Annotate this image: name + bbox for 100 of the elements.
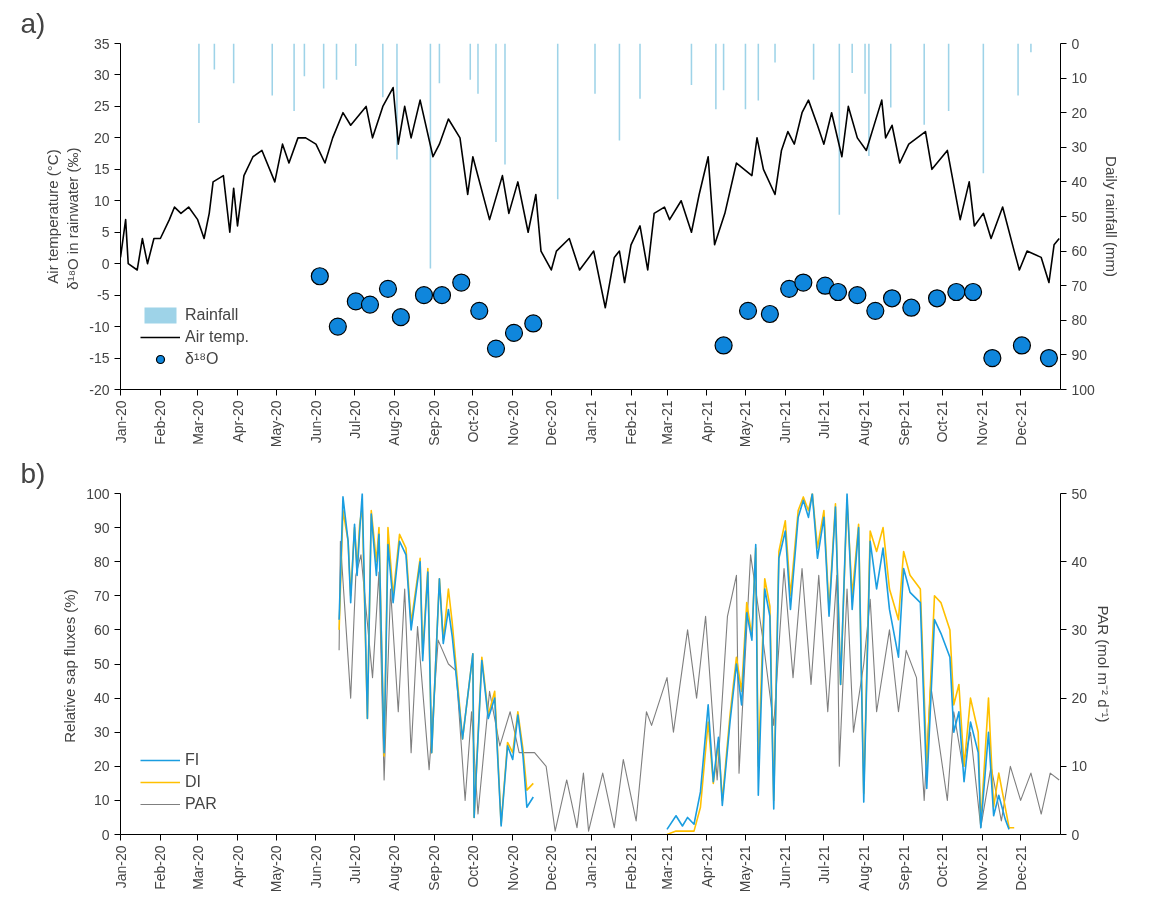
x-tick-label: Mar-20: [189, 400, 206, 445]
x-tick-label: Dec-21: [1012, 400, 1029, 446]
y2-tick-label: 50: [1071, 208, 1088, 225]
legend-label: Rainfall: [185, 306, 239, 324]
x-tick-label: Aug-21: [855, 400, 872, 446]
y2-tick-label: 40: [1071, 173, 1088, 190]
y-tick-label: 70: [93, 587, 110, 604]
x-tick-label: Oct-20: [464, 845, 481, 888]
point: [738, 301, 758, 320]
point: [328, 317, 347, 336]
y2-tick-label: 10: [1071, 70, 1088, 87]
point: [760, 304, 779, 324]
y-tick-label: 10: [93, 192, 110, 209]
x-tick-label: Oct-21: [934, 845, 951, 888]
x-tick-label: Aug-20: [386, 845, 403, 891]
x-tick-label: Sep-20: [426, 845, 443, 891]
y-tick-label: 30: [93, 66, 110, 83]
x-tick-label: Apr-21: [698, 400, 715, 443]
x-tick-label: Oct-20: [464, 400, 481, 443]
x-tick-label: Apr-20: [229, 400, 246, 443]
y2-tick-label: 20: [1071, 104, 1088, 121]
point: [1012, 336, 1032, 355]
y2-tick-label: 100: [1071, 381, 1096, 398]
point: [1039, 348, 1059, 368]
point: [794, 273, 813, 292]
point: [927, 289, 947, 308]
point: [504, 323, 524, 342]
y-tick-label: 5: [101, 224, 110, 241]
legend-label: FI: [185, 751, 201, 769]
y2-tick-label: 30: [1071, 139, 1088, 156]
y-tick-label: 20: [93, 129, 110, 146]
x-tick-label: Feb-21: [623, 845, 640, 890]
y-axis-title: Air temperature (°C) δ¹⁸O in rainwater (‰): [43, 147, 82, 290]
y2-axis-title: Daily rainfall (mm): [1102, 156, 1120, 277]
point: [866, 301, 885, 320]
legend-label: PAR: [185, 795, 217, 813]
y-tick-label: 90: [93, 519, 110, 536]
x-tick-label: Aug-20: [386, 400, 403, 446]
y-tick-label: 15: [93, 161, 110, 178]
x-tick-label: Mar-21: [659, 400, 676, 445]
y-tick-label: -5: [97, 287, 110, 304]
x-tick-label: Feb-20: [152, 845, 169, 890]
y2-tick-label: 10: [1071, 758, 1088, 775]
y-tick-label: 80: [93, 553, 110, 570]
x-tick-label: Jan-21: [583, 845, 600, 889]
point: [310, 267, 329, 286]
point: [414, 286, 434, 305]
point: [360, 295, 380, 314]
x-tick-label: Nov-20: [504, 845, 521, 891]
x-tick-label: Feb-21: [623, 400, 640, 445]
line-series: [338, 540, 1060, 832]
x-tick-label: Feb-20: [152, 400, 169, 445]
point: [391, 308, 410, 327]
point: [524, 314, 543, 333]
y2-tick-label: 20: [1071, 690, 1088, 707]
y2-tick-label: 50: [1071, 485, 1088, 502]
x-tick-label: Sep-21: [895, 400, 912, 446]
point: [780, 279, 799, 298]
x-tick-label: Jan-21: [583, 400, 600, 444]
point: [486, 339, 506, 358]
legend-label: δ¹⁸O: [185, 350, 219, 368]
y-tick-label: 25: [93, 98, 110, 115]
point: [470, 301, 489, 320]
x-tick-label: Apr-20: [229, 845, 246, 888]
point: [902, 298, 921, 317]
x-tick-label: Mar-21: [659, 845, 676, 890]
point: [452, 273, 471, 292]
x-tick-label: Sep-20: [426, 400, 443, 446]
x-tick-label: Jul-20: [346, 845, 363, 884]
x-tick-label: Mar-20: [189, 845, 206, 890]
point: [983, 348, 1002, 368]
y2-tick-label: 0: [1071, 35, 1080, 52]
x-tick-label: Oct-21: [934, 400, 951, 443]
x-tick-label: Sep-21: [895, 845, 912, 891]
x-tick-label: Nov-21: [974, 400, 991, 446]
x-tick-label: Jul-20: [346, 400, 363, 439]
x-tick-label: Nov-21: [974, 845, 991, 891]
x-tick-label: May-21: [737, 845, 754, 893]
y2-tick-label: 90: [1071, 346, 1088, 363]
x-tick-label: Jul-21: [815, 400, 832, 439]
y-tick-label: 30: [93, 724, 110, 741]
y-tick-label: -15: [89, 350, 110, 367]
x-tick-label: May-20: [268, 845, 285, 893]
y-tick-label: 0: [101, 826, 110, 843]
point: [848, 286, 867, 305]
x-tick-label: Jan-20: [112, 845, 129, 889]
y-tick-label: 35: [93, 35, 110, 52]
y-tick-label: 40: [93, 690, 110, 707]
x-tick-label: May-21: [737, 400, 754, 448]
point: [947, 282, 966, 302]
y2-axis-title: PAR (mol m⁻² d⁻¹): [1095, 605, 1113, 723]
x-tick-label: Jun-21: [777, 400, 794, 444]
y2-tick-label: 40: [1071, 553, 1088, 570]
point: [828, 282, 848, 302]
y-tick-label: 50: [93, 656, 110, 672]
y-tick-label: 20: [93, 758, 110, 775]
point: [963, 282, 983, 302]
legend-label: Air temp.: [185, 328, 250, 346]
legend-label: DI: [185, 773, 202, 791]
y-axis-title: Relative sap fluxes (%): [61, 589, 79, 743]
